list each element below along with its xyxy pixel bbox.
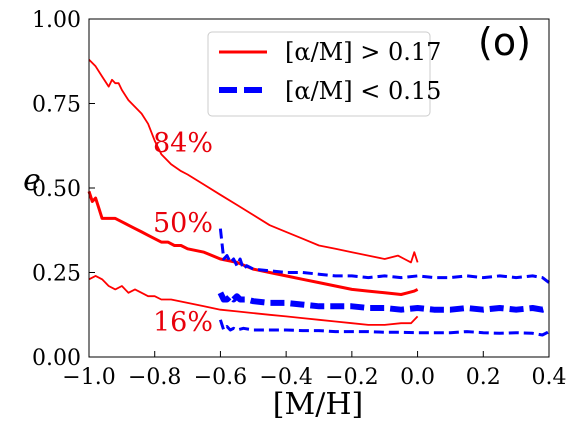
series-line-alpha-low-p84 — [218, 228, 550, 284]
y-tick-label: 0.50 — [32, 177, 81, 202]
series-line-alpha-high-p84 — [88, 58, 419, 264]
x-tick-label: 0.2 — [466, 365, 501, 390]
series-line-alpha-low-p16 — [218, 319, 550, 337]
y-tick-label: 0.00 — [32, 346, 81, 371]
x-tick-label: −0.2 — [325, 365, 378, 390]
x-axis-title: [M/H] — [273, 387, 363, 422]
y-tick-label: 0.25 — [32, 262, 81, 287]
series-line-alpha-high-p50 — [87, 190, 419, 296]
axis-ticks: −1.0 −0.8 −0.6 −0.4 −0.2 0.0 0.2 0.4 0.00 0.25 0.5… — [32, 8, 566, 390]
panel-label: (o) — [478, 20, 531, 64]
y-tick-label: 1.00 — [32, 8, 81, 33]
label-84-percent: 84% — [153, 128, 213, 159]
series-line-alpha-low-p50 — [217, 291, 550, 313]
x-tick-label: 0.0 — [400, 365, 435, 390]
y-tick-label: 0.75 — [32, 93, 81, 118]
x-tick-label: −1.0 — [62, 365, 115, 390]
series-layer — [87, 58, 550, 337]
x-tick-label: 0.4 — [532, 365, 567, 390]
legend-label-alpha-low: [α/M] < 0.15 — [285, 77, 441, 105]
legend: [α/M] > 0.17 [α/M] < 0.15 — [207, 31, 441, 117]
x-tick-label: −0.4 — [259, 365, 312, 390]
x-tick-label: −0.6 — [194, 365, 247, 390]
series-line-alpha-high-p16 — [88, 274, 419, 326]
x-tick-label: −0.8 — [128, 365, 181, 390]
label-50-percent: 50% — [153, 208, 213, 239]
y-axis-title: e — [23, 163, 41, 198]
label-16-percent: 16% — [153, 307, 213, 338]
legend-label-alpha-high: [α/M] > 0.17 — [285, 38, 441, 66]
